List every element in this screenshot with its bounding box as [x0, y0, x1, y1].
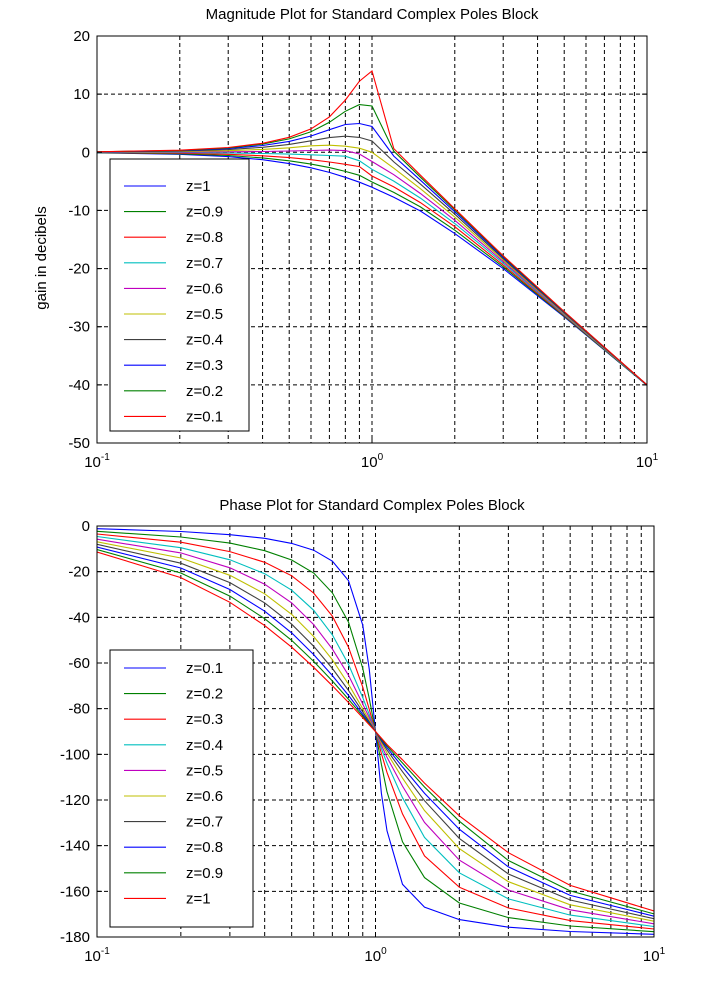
- phase-y-tick-label: -60: [68, 655, 90, 672]
- phase-legend-label: z=1: [186, 890, 211, 907]
- magnitude-y-tick-label: -40: [68, 377, 90, 394]
- phase-x-tick-label: 101: [643, 946, 666, 965]
- magnitude-series-line: [97, 70, 647, 386]
- magnitude-series-line: [97, 144, 647, 386]
- phase-series-line: [97, 551, 654, 912]
- magnitude-series-line: [97, 122, 647, 386]
- magnitude-legend-box: [109, 158, 250, 432]
- phase-legend-label: z=0.2: [186, 686, 223, 703]
- magnitude-legend-label: z=1: [186, 178, 211, 195]
- phase-y-tick-label: 0: [82, 518, 90, 535]
- magnitude-y-tick-label: -30: [68, 319, 90, 336]
- phase-legend-label: z=0.9: [186, 865, 223, 882]
- phase-y-tick-label: -20: [68, 564, 90, 581]
- magnitude-legend-label: z=0.7: [186, 255, 223, 272]
- magnitude-series-line: [97, 104, 647, 386]
- phase-series-line: [97, 548, 654, 915]
- phase-legend-label: z=0.3: [186, 711, 223, 728]
- magnitude-y-tick-label: 20: [73, 28, 90, 45]
- phase-x-tick-label: 10-1: [84, 946, 110, 965]
- magnitude-series-line: [97, 152, 647, 386]
- magnitude-legend-label: z=0.3: [186, 357, 223, 374]
- magnitude-series-line: [97, 151, 647, 386]
- phase-y-tick-label: -140: [60, 838, 90, 855]
- magnitude-y-tick-label: 0: [82, 144, 90, 161]
- magnitude-series-group: [97, 70, 647, 386]
- phase-y-tick-label: -80: [68, 701, 90, 718]
- magnitude-legend-label: z=0.6: [186, 280, 223, 297]
- phase-series-line: [97, 546, 654, 917]
- phase-series-line: [97, 535, 654, 928]
- phase-legend-label: z=0.7: [186, 814, 223, 831]
- magnitude-series-line: [97, 149, 647, 386]
- magnitude-x-tick-label: 10-1: [84, 452, 110, 471]
- magnitude-series-line: [97, 135, 647, 386]
- magnitude-y-tick-label: -20: [68, 261, 90, 278]
- phase-series-line: [97, 543, 654, 920]
- magnitude-x-tick-label: 100: [361, 452, 384, 471]
- magnitude-legend-label: z=0.1: [186, 408, 223, 425]
- magnitude-y-tick-label: -10: [68, 202, 90, 219]
- magnitude-y-tick-label: 10: [73, 86, 90, 103]
- phase-y-tick-label: -100: [60, 746, 90, 763]
- magnitude-series-line: [97, 152, 647, 386]
- phase-panel: Phase Plot for Standard Complex Poles Bl…: [60, 497, 666, 965]
- magnitude-y-tick-label: -50: [68, 435, 90, 452]
- phase-series-line: [97, 541, 654, 922]
- magnitude-x-tick-label: 101: [636, 452, 659, 471]
- phase-y-tick-label: -120: [60, 792, 90, 809]
- phase-series-line: [97, 528, 654, 935]
- phase-title: Phase Plot for Standard Complex Poles Bl…: [219, 497, 525, 514]
- magnitude-y-axis-label: gain in decibels: [33, 206, 50, 309]
- phase-legend-label: z=0.6: [186, 788, 223, 805]
- phase-legend-label: z=0.1: [186, 660, 223, 677]
- phase-series-line: [97, 538, 654, 925]
- phase-legend-box: [109, 649, 254, 928]
- phase-series-group: [97, 528, 654, 935]
- magnitude-legend-label: z=0.5: [186, 306, 223, 323]
- magnitude-series-line: [97, 151, 647, 386]
- magnitude-legend: z=1 z=0.9 z=0.8 z=0.7 z=0.6 z=0.5 z=0.4 z=0.3 z=…: [109, 158, 250, 432]
- phase-legend-label: z=0.4: [186, 737, 223, 754]
- magnitude-legend-label: z=0.9: [186, 204, 223, 221]
- phase-legend: z=0.1 z=0.2 z=0.3 z=0.4 z=0.5 z=0.6 z=0.7 z=0.8…: [109, 649, 254, 928]
- phase-legend-label: z=0.8: [186, 839, 223, 856]
- magnitude-legend-label: z=0.2: [186, 383, 223, 400]
- magnitude-legend-label: z=0.4: [186, 332, 223, 349]
- phase-legend-label: z=0.5: [186, 762, 223, 779]
- phase-x-tick-label: 100: [364, 946, 387, 965]
- phase-y-tick-label: -160: [60, 883, 90, 900]
- phase-series-line: [97, 533, 654, 930]
- phase-series-line: [97, 530, 654, 933]
- magnitude-legend-label: z=0.8: [186, 229, 223, 246]
- phase-y-tick-label: -40: [68, 609, 90, 626]
- magnitude-panel: Magnitude Plot for Standard Complex Pole…: [33, 6, 659, 471]
- magnitude-title: Magnitude Plot for Standard Complex Pole…: [206, 6, 539, 23]
- phase-y-tick-label: -180: [60, 929, 90, 946]
